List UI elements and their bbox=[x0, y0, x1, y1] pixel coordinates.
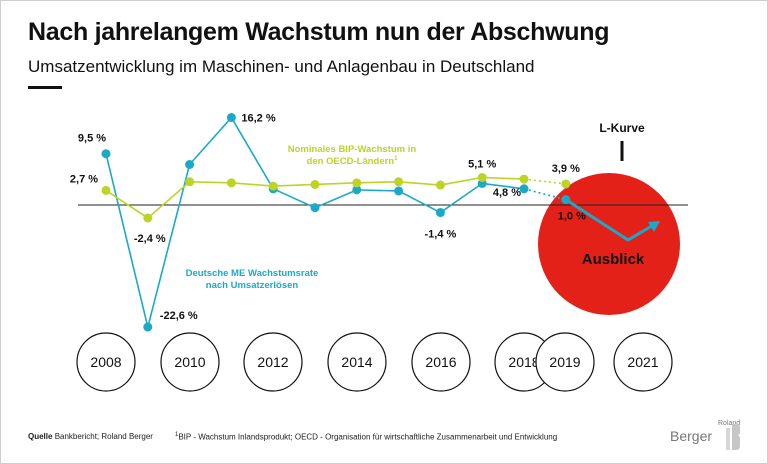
point-me-2008 bbox=[101, 149, 111, 159]
point-me-2013 bbox=[310, 203, 320, 213]
footnote-mark: 1 bbox=[175, 432, 179, 438]
series-forecast-me bbox=[523, 188, 567, 201]
chart-title: Nach jahrelangem Wachstum nun der Abschw… bbox=[28, 18, 610, 46]
year-circle-2021 bbox=[613, 332, 673, 392]
data-label: 9,5 % bbox=[78, 133, 106, 145]
data-label: 5,1 % bbox=[468, 158, 496, 170]
year-label-2021: 2021 bbox=[627, 354, 658, 370]
year-circle-2019 bbox=[535, 332, 595, 392]
point-bip-2009 bbox=[143, 213, 153, 223]
point-me-2018 bbox=[519, 184, 529, 194]
point-bip-2008 bbox=[101, 185, 111, 195]
chart-subtitle: Umsatzentwicklung im Maschinen- und Anla… bbox=[28, 57, 535, 76]
logo-roland-text: Roland bbox=[718, 420, 741, 427]
point-bip-2013 bbox=[310, 179, 320, 189]
series-label-me: Deutsche ME Wachstumsrate nach Umsatzerlö… bbox=[186, 268, 319, 291]
logo-b-icon bbox=[726, 424, 740, 450]
point-me-2009 bbox=[143, 322, 153, 332]
point-me-2010 bbox=[185, 160, 195, 169]
data-label: -22,6 % bbox=[160, 310, 198, 322]
year-circle-2010 bbox=[160, 332, 220, 392]
data-label: 1,0 % bbox=[558, 211, 586, 223]
footnote-text: BIP - Wachstum Inlandsprodukt; OECD - Or… bbox=[178, 432, 558, 442]
point-me-2016 bbox=[435, 208, 445, 218]
year-label-2008: 2008 bbox=[90, 354, 121, 370]
forecast-label: Ausblick bbox=[582, 251, 645, 268]
footnote: 1BIP - Wachstum Inlandsprodukt; OECD - O… bbox=[175, 432, 557, 442]
series-forecast-bip bbox=[523, 178, 566, 185]
forecast-arrow-head bbox=[648, 221, 660, 232]
point-bip-2016 bbox=[435, 180, 445, 190]
data-label: 4,8 % bbox=[493, 187, 521, 199]
year-label-2010: 2010 bbox=[174, 354, 205, 370]
forecast-title: L-Kurve bbox=[599, 121, 645, 135]
point-bip-2012 bbox=[268, 181, 278, 191]
point-bip-2017 bbox=[477, 172, 487, 182]
year-label-2019: 2019 bbox=[549, 354, 580, 370]
point-me-2015 bbox=[394, 186, 404, 196]
year-label-2016: 2016 bbox=[425, 354, 456, 370]
source-note: Quelle Bankbericht; Roland Berger bbox=[28, 432, 153, 441]
point-me-2011 bbox=[226, 113, 236, 123]
year-circle-2008 bbox=[76, 332, 136, 392]
data-label: -2,4 % bbox=[134, 233, 166, 245]
year-label-2018: 2018 bbox=[508, 354, 539, 370]
source-text: Bankbericht; Roland Berger bbox=[54, 432, 153, 441]
data-label: 2,7 % bbox=[70, 173, 98, 185]
year-circle-2016 bbox=[411, 332, 471, 392]
year-label-2014: 2014 bbox=[341, 354, 372, 370]
source-label: Quelle bbox=[28, 432, 53, 441]
point-bip-2010 bbox=[185, 177, 195, 187]
data-label: 16,2 % bbox=[241, 113, 275, 125]
year-label-2012: 2012 bbox=[257, 354, 288, 370]
series-label-bip: Nominales BIP-Wachstum in den OECD-Länder… bbox=[288, 144, 417, 167]
data-label: 3,9 % bbox=[552, 163, 580, 175]
year-circle-2014 bbox=[327, 332, 387, 392]
roland-berger-logo: Roland Berger bbox=[668, 416, 748, 452]
year-circle-2012 bbox=[243, 332, 303, 392]
title-rule bbox=[28, 86, 62, 89]
point-me-2014 bbox=[352, 185, 362, 195]
forecast-arrow bbox=[564, 198, 656, 242]
point-bip-2015 bbox=[394, 177, 404, 187]
forecast-circle bbox=[538, 173, 680, 315]
point-bip-2014 bbox=[352, 178, 362, 188]
data-label: -1,4 % bbox=[425, 229, 457, 241]
logo-berger-text: Berger bbox=[670, 428, 713, 444]
point-bip-2018 bbox=[519, 174, 529, 184]
point-bip-2019 bbox=[561, 179, 571, 189]
point-bip-2011 bbox=[226, 178, 236, 188]
